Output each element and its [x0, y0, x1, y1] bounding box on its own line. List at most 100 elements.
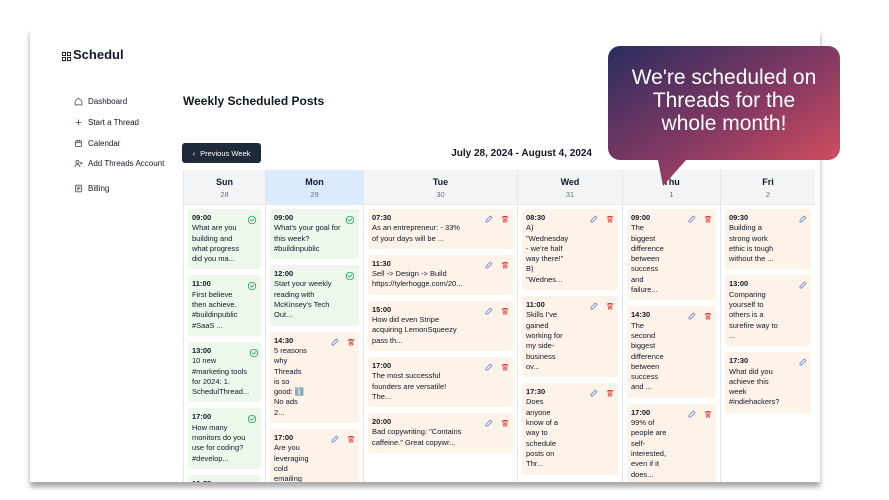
- post-text: The: [631, 320, 644, 330]
- delete-button[interactable]: [347, 338, 355, 418]
- delete-button[interactable]: [347, 435, 355, 482]
- post-actions: [590, 387, 614, 469]
- post-text: difference: [631, 351, 664, 361]
- icon: [606, 303, 614, 310]
- edit-button[interactable]: [485, 419, 493, 448]
- delete-button[interactable]: [704, 410, 712, 480]
- post-card: 07:30 As an entrepreneur: - 33% of your da…: [368, 209, 513, 249]
- delete-button[interactable]: [501, 363, 509, 402]
- post-content: 13:00 Comparing yourself to others is a sure…: [729, 279, 778, 341]
- post-text: difference: [631, 243, 664, 253]
- day-body: 09:00 What are you building and what progre…: [184, 205, 265, 482]
- sidebar-item[interactable]: Dashboard: [74, 95, 127, 107]
- post-time: 07:30: [372, 213, 392, 222]
- post-card: 09:00 What are you building and what progre…: [188, 209, 261, 270]
- edit-button[interactable]: [590, 302, 598, 372]
- icon: [590, 215, 598, 223]
- sidebar-item[interactable]: Calendar: [74, 137, 120, 149]
- post-actions: [688, 310, 712, 392]
- post-text: The: [631, 223, 644, 233]
- delete-button[interactable]: [501, 419, 509, 448]
- date-range: July 28, 2024 - August 4, 2024: [451, 148, 592, 159]
- callout-line: We're scheduled on: [631, 66, 817, 89]
- post-text: way to: [526, 428, 548, 438]
- delete-button[interactable]: [606, 302, 614, 372]
- sidebar-label: Add Threads Account: [88, 158, 165, 168]
- edit-button[interactable]: [485, 261, 493, 290]
- post-card: 11:00 Skills I've gained working for my side…: [522, 296, 618, 378]
- post-time: 11:30: [372, 258, 391, 268]
- icon: [74, 97, 83, 105]
- icon: [75, 184, 82, 192]
- delete-button[interactable]: [704, 312, 712, 392]
- edit-button[interactable]: [688, 215, 696, 295]
- post-text: leveraging: [274, 453, 309, 463]
- post-content: 08:30 A) "Wednesday - we're half way there!"…: [526, 213, 568, 285]
- icon: [247, 215, 257, 225]
- edit-button[interactable]: [485, 363, 493, 402]
- post-text: As an entrepreneur: - 33%: [372, 223, 460, 233]
- post-text: What's your goal for: [274, 223, 341, 233]
- post-text: "Wednesday: [526, 233, 569, 243]
- post-time: 17:30: [526, 387, 546, 397]
- post-content: 19:25: [192, 479, 211, 482]
- delete-button[interactable]: [501, 215, 509, 244]
- sidebar-item[interactable]: Billing: [74, 182, 109, 194]
- edit-button[interactable]: [485, 215, 493, 244]
- post-text: 99% of: [631, 418, 655, 428]
- edit-button[interactable]: [799, 358, 807, 407]
- edit-button[interactable]: [590, 389, 598, 469]
- post-time: 15:00: [372, 304, 392, 314]
- icon: [704, 216, 712, 223]
- post-card: 11:30 Sell -> Design -> Build https://tyle…: [368, 254, 513, 295]
- post-content: 17:00 99% of people are self-interested, eve…: [631, 408, 666, 480]
- day-name: Mon: [305, 177, 324, 187]
- delete-button[interactable]: [501, 307, 509, 346]
- edit-button[interactable]: [688, 312, 696, 392]
- icon: [688, 215, 696, 223]
- post-text: my side-: [526, 341, 555, 351]
- post-time: 09:00: [274, 213, 294, 222]
- delete-button[interactable]: [606, 389, 614, 469]
- post-text: Threads: [274, 366, 302, 376]
- post-text: working for: [526, 330, 563, 340]
- edit-button[interactable]: [799, 215, 807, 264]
- sidebar-item[interactable]: Start a Thread: [74, 116, 139, 128]
- post-text: "Wednes...: [526, 274, 563, 284]
- delete-button[interactable]: [606, 215, 614, 285]
- post-text: use for coding?: [192, 443, 244, 453]
- edit-button[interactable]: [485, 307, 493, 346]
- sidebar-item[interactable]: Add Threads Account: [74, 157, 164, 169]
- previous-week-button[interactable]: ‹ Previous Week: [182, 143, 261, 163]
- day-header: Wed 31: [518, 170, 622, 205]
- day-header: Sun 28: [184, 170, 265, 205]
- post-content: 09:00 What's your goal for this week? #buil…: [274, 213, 340, 254]
- post-text: then achieve.: [192, 300, 237, 310]
- day-column: Mon 29 09:00 What's your goal for this week?…: [265, 170, 363, 482]
- post-text: biggest: [631, 341, 656, 351]
- edit-button[interactable]: [331, 338, 339, 418]
- post-text: How many: [192, 422, 228, 432]
- post-text: reading with: [274, 289, 315, 299]
- post-actions: [485, 259, 509, 290]
- delete-button[interactable]: [704, 215, 712, 295]
- icon: [347, 338, 355, 346]
- post-time: 17:00: [631, 407, 651, 417]
- post-text: 2...: [274, 407, 285, 417]
- day-column: Sun 28 09:00 What are you building and what p…: [183, 170, 265, 482]
- day-date: 30: [436, 190, 445, 199]
- post-text: cold: [274, 463, 288, 473]
- post-text: interested,: [631, 448, 667, 458]
- edit-button[interactable]: [799, 281, 807, 341]
- edit-button[interactable]: [590, 215, 598, 285]
- post-text: SchedulThread...: [192, 387, 250, 397]
- post-actions: [799, 213, 807, 264]
- post-text: McKinsey's Tech: [274, 300, 330, 310]
- edit-button[interactable]: [331, 435, 339, 482]
- post-text: ov...: [526, 361, 540, 371]
- edit-button[interactable]: [688, 410, 696, 480]
- day-name: Sun: [216, 177, 233, 187]
- callout-line: whole month!: [661, 112, 787, 135]
- delete-button[interactable]: [501, 261, 509, 290]
- post-text: pass th...: [372, 335, 403, 345]
